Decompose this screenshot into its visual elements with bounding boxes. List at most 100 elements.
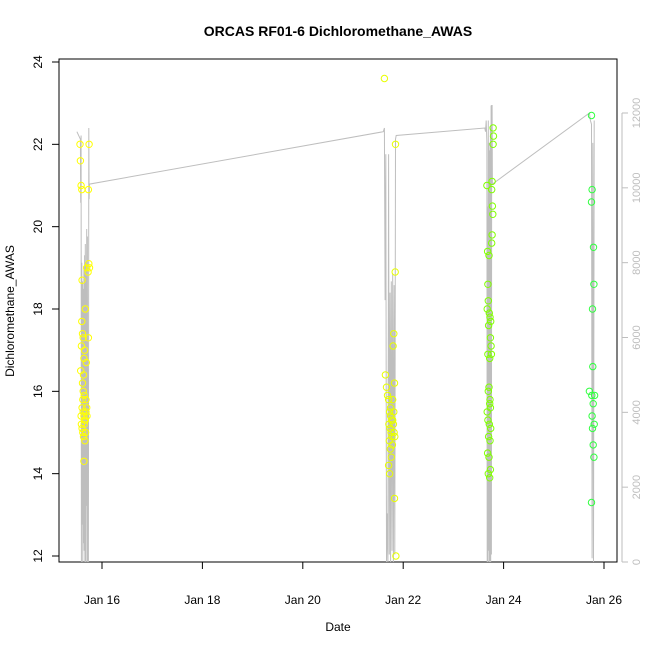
y-tick-label: 14 [31, 467, 45, 481]
data-point [384, 395, 393, 404]
data-point [390, 428, 398, 437]
data-point [391, 432, 399, 441]
chart-title: ORCAS RF01-6 Dichloromethane_AWAS [204, 23, 472, 39]
data-point [486, 465, 495, 474]
data-point [79, 432, 88, 441]
data-point [85, 264, 94, 272]
data-point [84, 334, 93, 342]
data-point [588, 424, 597, 433]
data-point [486, 334, 495, 342]
data-point [78, 276, 86, 284]
data-point [489, 124, 497, 132]
data-point [389, 420, 398, 428]
y2-axis-right: 0 2000 4000 6000 8000 10000 12000 [621, 98, 643, 565]
data-point [589, 441, 597, 449]
y-tick-label: 20 [31, 220, 45, 234]
data-point [486, 400, 494, 408]
x-tick-label: Jan 22 [385, 593, 421, 607]
y2-tick-label: 4000 [631, 400, 643, 424]
data-point [76, 157, 85, 165]
y2-tick-label: 2000 [631, 475, 643, 499]
data-point [84, 268, 92, 276]
data-point [486, 437, 494, 445]
altitude-line [76, 105, 595, 563]
altitude-layer [76, 105, 595, 563]
y-tick-label: 12 [31, 549, 45, 563]
data-point [80, 457, 88, 465]
data-point [484, 321, 493, 330]
data-point [483, 247, 492, 256]
data-point [391, 140, 400, 149]
data-point [486, 474, 494, 482]
data-point [488, 185, 496, 194]
data-point [485, 420, 493, 428]
data-point [487, 317, 495, 326]
data-point [486, 395, 494, 404]
data-point [81, 437, 89, 445]
data-point [83, 264, 91, 272]
data-point [488, 202, 497, 210]
data-point [79, 371, 88, 379]
data-point [383, 391, 392, 400]
data-point [483, 305, 491, 313]
data-point [391, 268, 399, 276]
data-point [84, 185, 93, 194]
data-point [485, 309, 493, 317]
data-point [484, 416, 492, 424]
data-point [81, 416, 90, 424]
data-point [486, 313, 494, 321]
data-point [389, 395, 397, 404]
data-point [588, 412, 596, 420]
data-point [489, 132, 498, 140]
data-point [588, 305, 597, 313]
data-point [485, 251, 493, 260]
data-point [487, 342, 495, 350]
data-point [484, 470, 492, 478]
data-point [489, 210, 497, 219]
data-point [85, 260, 93, 268]
y-axis-label: Dichloromethane_AWAS [3, 245, 17, 377]
data-point [85, 140, 93, 149]
data-point [80, 346, 89, 354]
data-point [585, 387, 594, 395]
data-point [80, 354, 88, 363]
data-point [385, 408, 394, 416]
y-tick-label: 16 [31, 384, 45, 398]
data-point [81, 305, 90, 313]
y-axis: 12 14 16 18 20 22 24 [31, 55, 59, 563]
data-point [385, 420, 393, 428]
data-point [78, 330, 87, 338]
data-point [382, 383, 391, 391]
data-point [588, 391, 596, 400]
data-point [387, 453, 395, 461]
data-point [590, 453, 598, 461]
data-point [488, 231, 496, 239]
data-point [384, 461, 393, 470]
data-point [82, 358, 91, 367]
data-point [488, 239, 496, 247]
y-tick-label: 18 [31, 302, 45, 316]
data-point [484, 297, 492, 305]
data-point [590, 420, 598, 428]
x-tick-label: Jan 16 [84, 593, 120, 607]
data-point [79, 334, 87, 342]
data-point [76, 140, 84, 149]
data-point [590, 391, 599, 400]
data-point [80, 391, 88, 400]
data-point [82, 395, 90, 404]
data-point [589, 400, 597, 408]
data-point [485, 453, 493, 461]
data-point [79, 428, 87, 437]
data-point [484, 280, 492, 288]
data-point [386, 445, 394, 453]
data-point [82, 408, 90, 416]
data-point [80, 412, 88, 420]
data-point [483, 181, 491, 190]
data-point [78, 185, 86, 194]
data-point [487, 350, 496, 358]
data-point [77, 181, 85, 190]
data-point [588, 185, 596, 194]
y2-tick-label: 12000 [631, 98, 643, 129]
data-point [589, 362, 597, 371]
